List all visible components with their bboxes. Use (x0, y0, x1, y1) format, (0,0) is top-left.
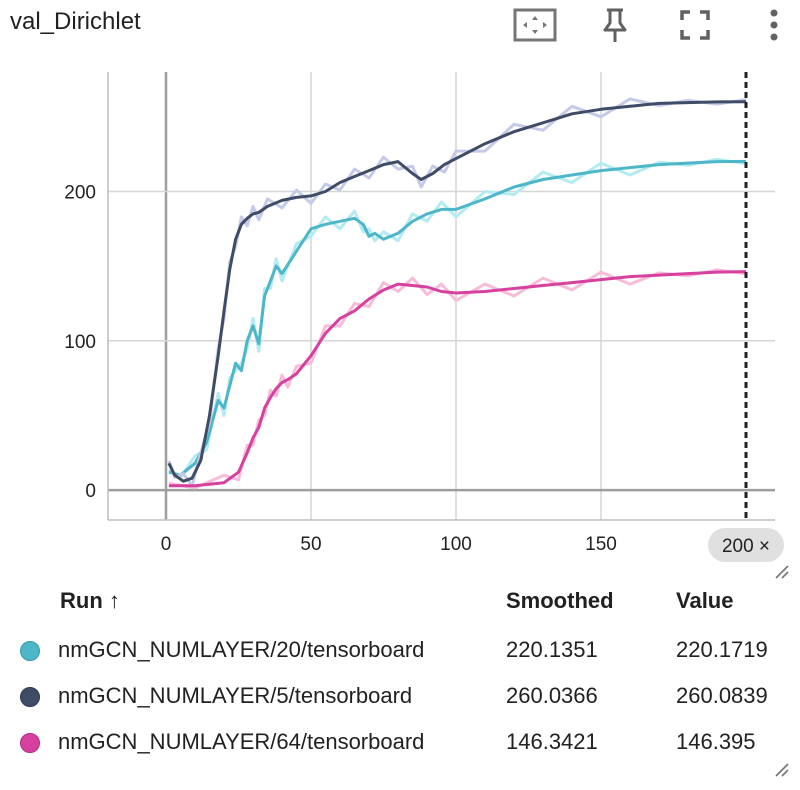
raw-value: 260.0839 (676, 683, 768, 708)
cursor-chip[interactable] (708, 528, 784, 562)
more-options-button[interactable] (752, 0, 796, 50)
y-tick-label: 0 (85, 481, 96, 502)
cursor-layer[interactable]: 200 × (708, 72, 784, 562)
raw-value: 220.1719 (676, 637, 768, 662)
table-row[interactable]: nmGCN_NUMLAYER/64/tensorboard 146.3421 1… (0, 720, 800, 766)
smoothed-value: 220.1351 (506, 637, 598, 662)
raw-value: 146.395 (676, 729, 756, 754)
series-lines (167, 97, 747, 490)
pin-button[interactable] (592, 0, 638, 50)
value-column-header[interactable]: Value (676, 588, 734, 613)
smoothed-value: 146.3421 (506, 729, 598, 754)
run-color-swatch (20, 641, 40, 661)
x-tick-label: 100 (440, 534, 472, 555)
line-chart[interactable]: 0 50 100 150 0 100 200 200 × (0, 60, 800, 575)
fit-domain-button[interactable] (510, 0, 560, 50)
fullscreen-icon (680, 10, 710, 40)
series-line (167, 100, 747, 483)
smoothed-value: 260.0366 (506, 683, 598, 708)
run-color-swatch (20, 687, 40, 707)
series-line (168, 159, 747, 477)
grid-lines (108, 72, 775, 520)
run-column-header[interactable]: Run ↑ (60, 588, 120, 613)
fullscreen-button[interactable] (672, 0, 718, 50)
more-vert-icon (770, 9, 778, 41)
axes: 0 50 100 150 0 100 200 (64, 72, 775, 555)
x-tick-label: 0 (161, 534, 172, 555)
cursor-chip-label[interactable]: 200 × (722, 536, 770, 557)
run-name: nmGCN_NUMLAYER/20/tensorboard (58, 637, 425, 662)
series-line (168, 270, 747, 488)
run-color-swatch (20, 733, 40, 753)
run-name: nmGCN_NUMLAYER/64/tensorboard (58, 729, 425, 754)
resize-handle-icon[interactable] (772, 562, 790, 580)
table-row[interactable]: nmGCN_NUMLAYER/20/tensorboard 220.1351 2… (0, 628, 800, 674)
y-tick-label: 200 (64, 182, 96, 203)
table-row[interactable]: nmGCN_NUMLAYER/5/tensorboard 260.0366 26… (0, 674, 800, 720)
pin-icon (603, 8, 627, 42)
x-tick-label: 50 (300, 534, 321, 555)
y-tick-label: 100 (64, 332, 96, 353)
raw-series-line (168, 268, 747, 490)
fit-domain-icon (513, 8, 557, 42)
smoothed-column-header[interactable]: Smoothed (506, 588, 614, 613)
resize-handle-icon[interactable] (772, 760, 790, 778)
x-tick-label: 150 (585, 534, 617, 555)
run-name: nmGCN_NUMLAYER/5/tensorboard (58, 683, 413, 708)
chart-title: val_Dirichlet (10, 8, 141, 35)
